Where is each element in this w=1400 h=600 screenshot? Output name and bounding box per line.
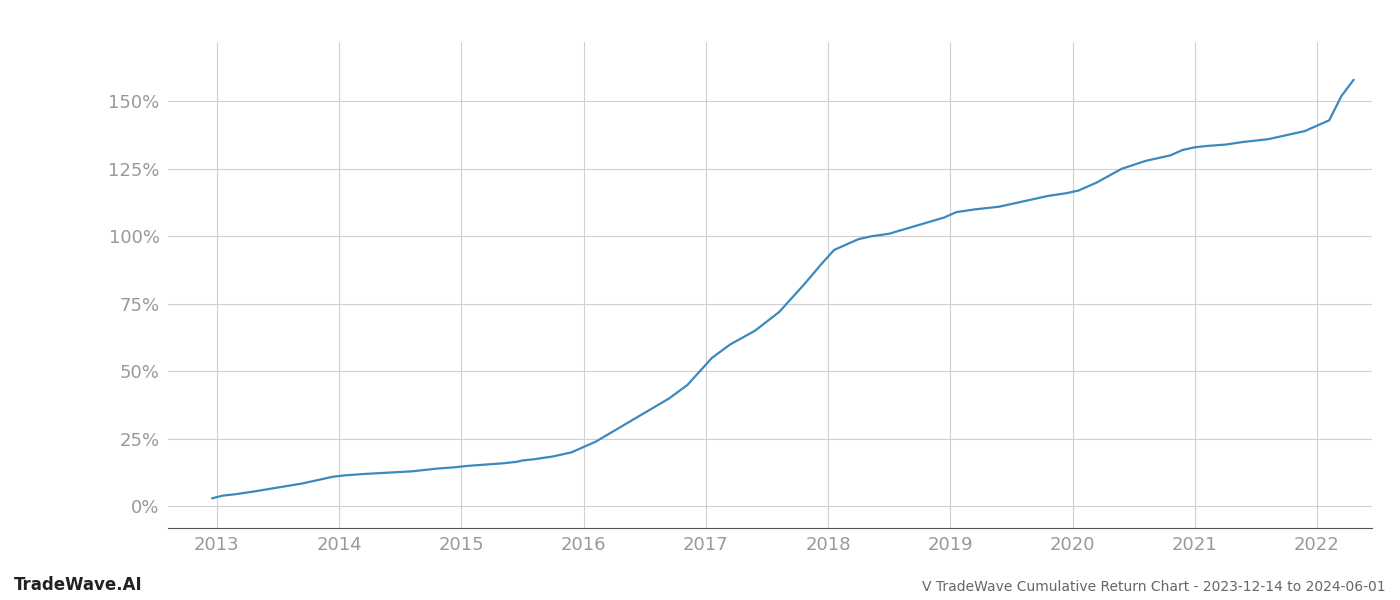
- Text: V TradeWave Cumulative Return Chart - 2023-12-14 to 2024-06-01: V TradeWave Cumulative Return Chart - 20…: [923, 580, 1386, 594]
- Text: TradeWave.AI: TradeWave.AI: [14, 576, 143, 594]
